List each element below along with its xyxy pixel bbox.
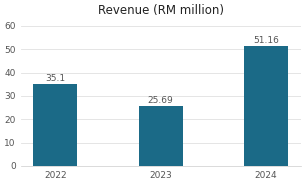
Text: 51.16: 51.16 <box>253 36 279 45</box>
Text: 25.69: 25.69 <box>148 95 174 105</box>
Bar <box>138 106 183 166</box>
Bar <box>244 46 288 166</box>
Bar <box>33 84 77 166</box>
Title: Revenue (RM million): Revenue (RM million) <box>98 4 224 17</box>
Text: 35.1: 35.1 <box>45 74 66 83</box>
